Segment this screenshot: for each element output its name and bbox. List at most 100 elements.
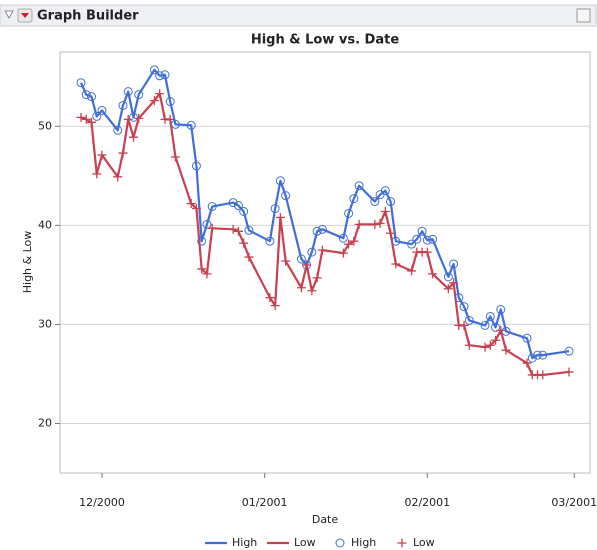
data-point [191,161,201,171]
data-point [123,114,133,124]
data-point [165,114,175,124]
data-point [281,191,291,201]
data-point [302,260,312,270]
data-point [97,105,107,115]
data-point [564,346,574,356]
data-point [118,148,128,158]
data-point [197,264,207,274]
y-tick-label: 50 [38,119,52,132]
y-tick-label: 20 [38,416,52,429]
data-point [265,236,275,246]
data-point [449,278,459,288]
data-point [459,302,469,312]
data-point [533,350,543,360]
data-point [527,353,537,363]
data-point [407,239,417,249]
data-point [186,199,196,209]
data-point [165,97,175,107]
series-line [80,92,570,377]
data-point [92,169,102,179]
data-point [459,320,469,330]
legend-label: High [232,536,257,549]
pin-button[interactable] [576,8,591,23]
data-point [391,259,401,269]
data-point [344,208,354,218]
x-tick-label: 02/2001 [404,496,450,509]
data-point [128,112,138,122]
header-bar [0,4,597,27]
data-point [86,92,96,102]
data-point [155,89,165,99]
data-point [296,254,306,264]
data-point [538,350,548,360]
data-point [134,90,144,100]
legend-label: Low [413,536,435,549]
data-point [454,293,464,303]
data-point [270,204,280,214]
data-point [354,219,364,229]
data-point [386,228,396,238]
data-point [422,247,432,257]
data-point [501,326,511,336]
legend-label: High [351,536,376,549]
data-point [228,198,238,208]
data-point [81,114,91,124]
data-point [155,71,165,81]
data-point [349,236,359,246]
menu-icon [21,13,29,18]
data-point [186,120,196,130]
data-point [422,235,432,245]
data-point [307,286,317,296]
legend-marker [335,538,345,548]
data-point [464,315,474,325]
data-point [375,218,385,228]
data-point [449,259,459,269]
data-point [97,150,107,160]
data-point [491,335,501,345]
data-point [149,96,159,106]
header-title: Graph Builder [37,9,139,24]
x-tick-label: 01/2001 [242,496,288,509]
data-point [170,152,180,162]
data-point [207,202,217,212]
data-point [76,78,86,88]
data-point [118,100,128,110]
data-point [81,90,91,100]
disclosure-triangle[interactable] [4,10,14,20]
data-point [370,197,380,207]
data-point [239,238,249,248]
data-point [501,345,511,355]
data-point [380,206,390,216]
data-point [491,322,501,332]
data-point [202,219,212,229]
legend-label: Low [294,536,316,549]
data-point [354,181,364,191]
data-point [496,305,506,315]
data-point [191,204,201,214]
data-point [480,320,490,330]
y-tick-label: 40 [38,218,52,231]
data-point [296,283,306,293]
data-point [344,239,354,249]
data-point [197,236,207,246]
data-point [265,293,275,303]
data-point [522,358,532,368]
data-point [417,226,427,236]
data-point [113,125,123,135]
data-point [496,325,506,335]
x-tick-label: 03/2001 [551,496,597,509]
y-tick-label: 30 [38,317,52,330]
data-point [380,186,390,196]
data-point [407,266,417,276]
data-point [92,111,102,121]
data-point [428,269,438,279]
data-point [485,311,495,321]
data-point [170,119,180,129]
data-point [207,223,217,233]
data-point [338,233,348,243]
series-line [79,68,570,360]
x-axis-label: Date [312,513,339,526]
data-point [349,194,359,204]
data-point [412,234,422,244]
